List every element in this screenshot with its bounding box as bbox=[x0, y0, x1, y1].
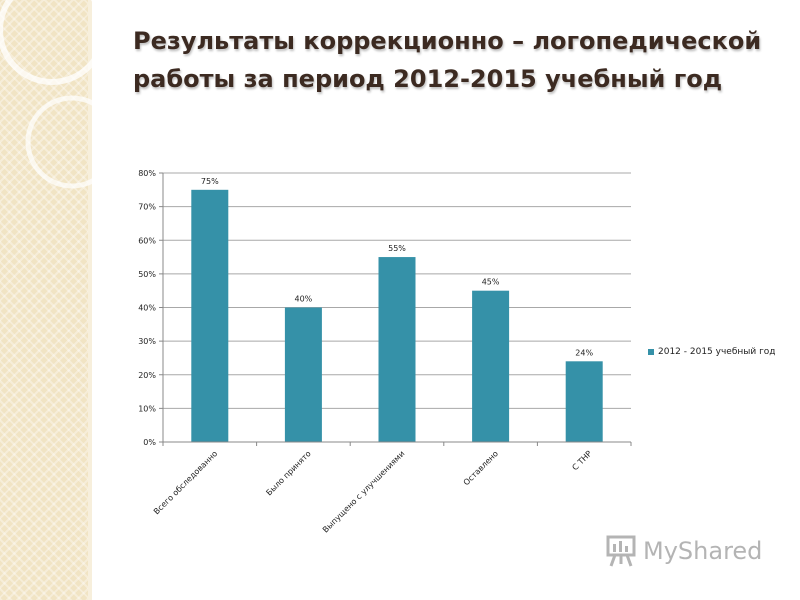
data-label: 24% bbox=[575, 348, 593, 357]
legend-swatch bbox=[648, 349, 654, 355]
y-tick-label: 0% bbox=[143, 438, 156, 447]
y-tick-label: 50% bbox=[138, 270, 156, 279]
data-label: 75% bbox=[201, 177, 219, 186]
bar bbox=[472, 290, 510, 442]
x-category-label: С ТНР bbox=[570, 449, 593, 472]
bar bbox=[284, 307, 322, 442]
legend-label: 2012 - 2015 учебный год bbox=[658, 347, 776, 357]
x-category-label: Оставлено bbox=[462, 449, 500, 487]
deco-circle-top bbox=[0, 0, 100, 85]
bar bbox=[378, 257, 416, 442]
x-category-label: Всего обследованно bbox=[152, 449, 219, 516]
y-tick-label: 20% bbox=[138, 371, 156, 380]
chart-bars bbox=[191, 189, 603, 442]
y-tick-label: 80% bbox=[138, 169, 156, 178]
deco-circle-bottom bbox=[25, 95, 100, 189]
x-axis-category-labels: Всего обследованно Было принято Выпущено с… bbox=[152, 449, 594, 535]
data-label: 45% bbox=[482, 278, 500, 287]
x-axis-ticks bbox=[162, 442, 632, 446]
presentation-board-icon bbox=[606, 535, 636, 567]
y-axis-ticks: 0% 10% 20% 30% 40% 50% 60% 70% 80% bbox=[138, 169, 163, 447]
decorative-circles bbox=[0, 0, 100, 189]
x-category-label: Было принято bbox=[264, 449, 312, 497]
slide-title-line-1: Результаты коррекционно – логопедической bbox=[133, 27, 762, 55]
watermark: MyShared bbox=[605, 534, 762, 568]
slide-title-line-2: работы за период 2012-2015 учебный год bbox=[133, 65, 723, 93]
data-label: 55% bbox=[388, 244, 406, 253]
side-band-edge bbox=[88, 0, 92, 600]
y-tick-label: 40% bbox=[138, 304, 156, 313]
slide-title: Результаты коррекционно – логопедической… bbox=[133, 22, 773, 98]
watermark-text: MyShared bbox=[643, 537, 763, 565]
chart-data-labels: 75% 40% 55% 45% 24% bbox=[201, 177, 594, 357]
y-tick-label: 10% bbox=[138, 404, 156, 413]
bar bbox=[191, 189, 229, 442]
y-tick-label: 60% bbox=[138, 236, 156, 245]
x-category-label: Выпущено с улучшениями bbox=[321, 449, 406, 534]
y-tick-label: 30% bbox=[138, 337, 156, 346]
chart-legend: 2012 - 2015 учебный год bbox=[648, 347, 776, 357]
y-tick-label: 70% bbox=[138, 203, 156, 212]
bar bbox=[565, 361, 603, 442]
data-label: 40% bbox=[295, 295, 313, 304]
